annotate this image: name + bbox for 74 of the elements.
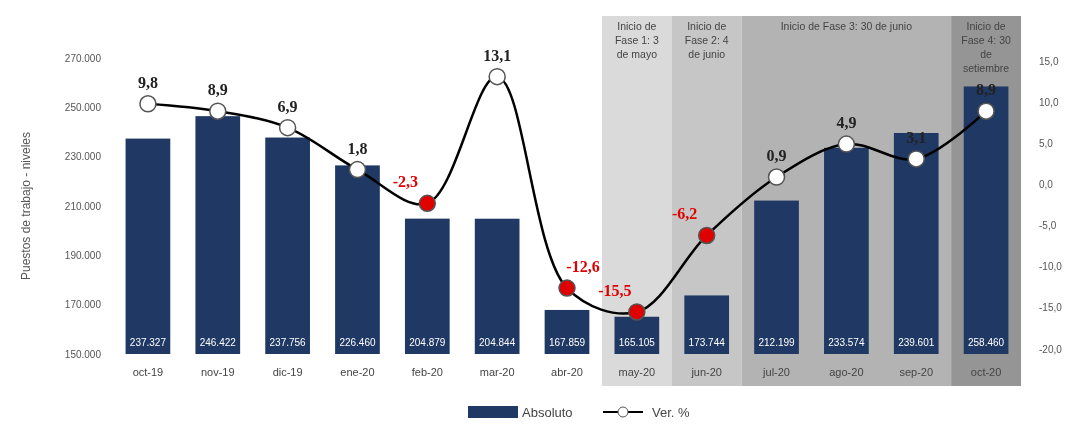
band-label: Inicio de Fase 4: 30 de setiembre bbox=[961, 20, 1012, 74]
data-label: 8,9 bbox=[207, 81, 228, 99]
data-label: 233.574 bbox=[828, 337, 865, 348]
x-tick-label: nov-19 bbox=[200, 366, 235, 378]
x-tick-label: mar-20 bbox=[479, 366, 515, 378]
x-tick-label: abr-20 bbox=[551, 366, 583, 378]
data-label: -15,5 bbox=[598, 281, 632, 299]
point bbox=[209, 102, 227, 120]
y-tick-label: 270.000 bbox=[64, 52, 102, 64]
point bbox=[558, 279, 576, 297]
point bbox=[977, 102, 995, 120]
legend-label: Ver. % bbox=[652, 404, 691, 420]
x-tick-label: oct-19 bbox=[132, 366, 164, 378]
data-label: 4,9 bbox=[836, 114, 857, 132]
x-tick-label: jul-20 bbox=[762, 366, 790, 378]
data-label: -2,3 bbox=[392, 173, 418, 191]
x-tick-label: may-20 bbox=[618, 366, 656, 378]
data-label: 237.756 bbox=[269, 337, 307, 348]
data-label: 204.844 bbox=[479, 337, 516, 348]
x-tick-label: ene-20 bbox=[340, 366, 375, 378]
x-tick-label: dic-19 bbox=[272, 366, 303, 378]
point bbox=[837, 135, 856, 153]
y2-tick-label: -10,0 bbox=[1039, 261, 1063, 273]
point bbox=[418, 194, 437, 213]
y2-tick-label: -20,0 bbox=[1039, 343, 1063, 355]
x-tick-label: feb-20 bbox=[411, 366, 443, 378]
y-tick-label: 230.000 bbox=[64, 151, 102, 163]
data-label: 167.859 bbox=[548, 337, 586, 348]
data-label: 0,9 bbox=[766, 147, 787, 165]
data-label: 3,1 bbox=[906, 128, 927, 146]
band-label: Inicio de Fase 1: 3 de mayo bbox=[614, 20, 659, 60]
y2-tick-label: 15,0 bbox=[1039, 55, 1059, 67]
data-label: -12,6 bbox=[566, 258, 600, 276]
point bbox=[139, 95, 157, 113]
data-label: 212.199 bbox=[758, 337, 796, 348]
y-tick-label: 170.000 bbox=[64, 299, 102, 311]
y-axis-title: Puestos de trabajo - niveles bbox=[19, 131, 33, 281]
y-tick-label: 190.000 bbox=[64, 249, 102, 261]
x-tick-label: jun-20 bbox=[690, 366, 722, 378]
data-label: 237.327 bbox=[129, 337, 167, 348]
point bbox=[767, 168, 786, 186]
point bbox=[907, 150, 925, 168]
y2-tick-label: -15,0 bbox=[1039, 302, 1063, 314]
data-label: 204.879 bbox=[409, 337, 446, 348]
data-label: 226.460 bbox=[339, 337, 376, 348]
band-label: Inicio de Fase 3: 30 de junio bbox=[780, 20, 913, 32]
data-label: 1,8 bbox=[347, 139, 368, 157]
legend-label: Absoluto bbox=[522, 404, 573, 420]
point bbox=[628, 303, 646, 321]
data-label: 13,1 bbox=[483, 46, 512, 64]
x-tick-label: sep-20 bbox=[899, 366, 934, 378]
data-label: 258.460 bbox=[968, 337, 1005, 348]
point bbox=[278, 118, 297, 137]
data-label: 173.744 bbox=[688, 337, 726, 348]
band-label: Inicio de Fase 2: 4 de junio bbox=[684, 20, 729, 60]
data-label: 6,9 bbox=[277, 97, 298, 115]
y-tick-label: 250.000 bbox=[64, 101, 102, 113]
data-label: -6,2 bbox=[672, 205, 698, 223]
y2-tick-label: 5,0 bbox=[1039, 137, 1054, 149]
x-tick-label: ago-20 bbox=[829, 366, 864, 378]
data-label: 239.601 bbox=[898, 337, 935, 348]
y2-tick-label: 0,0 bbox=[1039, 178, 1054, 190]
data-label: 9,8 bbox=[137, 73, 158, 91]
y-tick-label: 210.000 bbox=[64, 200, 102, 212]
x-tick-label: oct-20 bbox=[970, 366, 1002, 378]
data-label: 165.105 bbox=[618, 337, 656, 348]
y2-tick-label: 10,0 bbox=[1039, 96, 1059, 108]
y2-tick-label: -5,0 bbox=[1039, 220, 1057, 232]
y-tick-label: 150.000 bbox=[64, 348, 102, 360]
data-label: 8,9 bbox=[976, 81, 997, 99]
point bbox=[348, 160, 367, 179]
data-label: 246.422 bbox=[199, 337, 237, 348]
point bbox=[488, 67, 506, 86]
point bbox=[697, 226, 716, 245]
